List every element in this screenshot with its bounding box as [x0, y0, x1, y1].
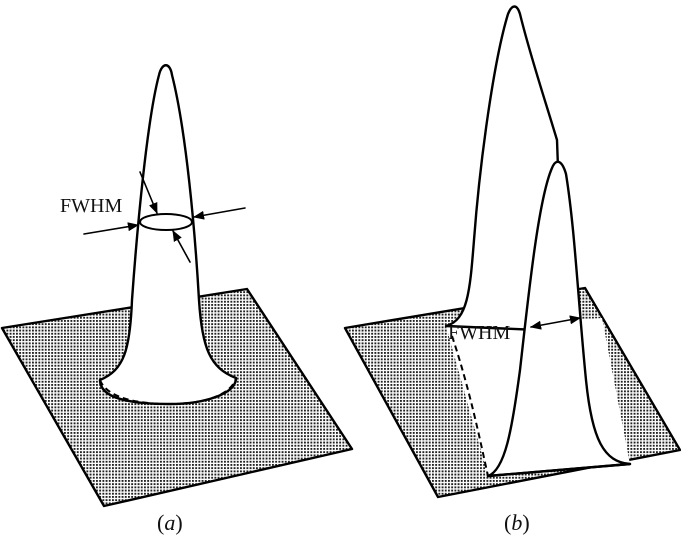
fwhm-label-a: FWHM — [60, 195, 122, 217]
caption-a: (a) — [157, 510, 183, 535]
fwhm-arrow-top-a — [139, 171, 158, 215]
fwhm-arrow-b — [529, 315, 582, 330]
base-contour-a — [99, 377, 237, 406]
half-max-ring-a — [139, 213, 193, 231]
panel-a: FWHM (a) — [0, 64, 354, 535]
fwhm-arrow-bottom-a — [172, 230, 191, 263]
fwhm-arrow-right-a — [192, 207, 246, 220]
cut-edge-b — [451, 335, 489, 477]
fwhm-arrow-left-a — [83, 222, 140, 235]
fwhm-label-b: FWHM — [448, 322, 510, 344]
panel-b: FWHM (b) — [343, 5, 681, 535]
plane-edge-b — [486, 462, 632, 478]
caption-b: (b) — [504, 510, 530, 535]
